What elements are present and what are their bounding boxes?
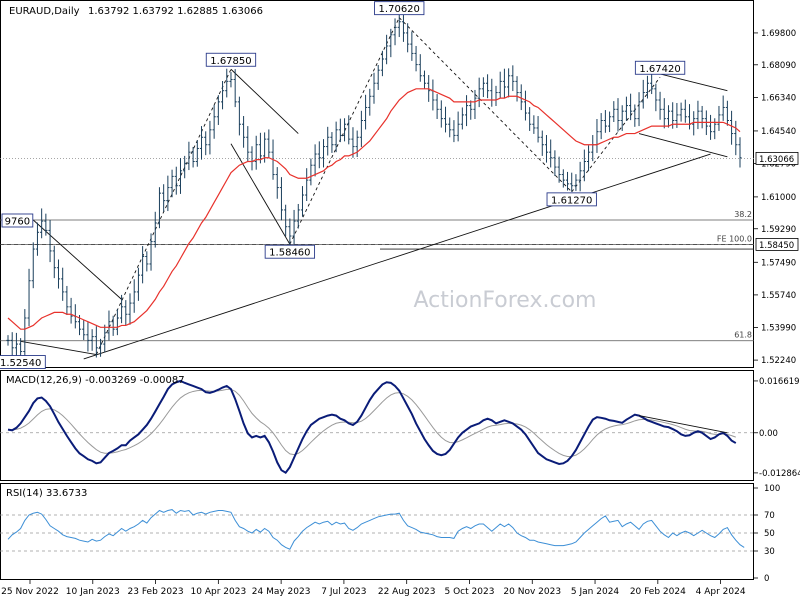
price-tick-label: 1.52240	[761, 356, 796, 366]
price-tick-label: 1.64540	[761, 127, 796, 137]
price-tick-label: 1.68090	[761, 61, 796, 71]
symbol-label: EURAUD,Daily	[9, 6, 80, 17]
falling-channel-upper	[32, 219, 122, 300]
price-tick-label: 1.66340	[761, 93, 796, 103]
watermark: ActionForex.com	[414, 288, 597, 313]
macd-line	[7, 379, 737, 475]
pivot-label-box	[546, 192, 597, 207]
left-level-label-box	[1, 213, 34, 228]
price-tick-label: 1.53990	[761, 324, 796, 334]
macd-tick-label: -0.012864	[759, 469, 800, 479]
macd-title: MACD(12,26,9) -0.003269 -0.00087	[6, 375, 185, 386]
rsi-tick-label: 50	[764, 529, 775, 539]
macd-tick-label: 0.016619	[759, 377, 800, 387]
fall-dashed	[398, 17, 573, 193]
pivot-label: 1.67850	[210, 56, 251, 67]
moving-average	[7, 88, 741, 330]
price-y-axis: 1.698001.680901.663401.645401.627901.610…	[754, 29, 799, 366]
price-panel-frame	[0, 0, 754, 368]
pivot-labels: 1.52540 1.67850 1.58460 1.70620 1.61270 1.674…	[0, 1, 686, 369]
rise-dashed-1	[95, 69, 232, 355]
pivot-label: 1.52540	[0, 358, 41, 369]
macd-signal-line	[7, 388, 736, 457]
macd-series	[0, 379, 754, 475]
trendlines	[20, 17, 728, 360]
current-price-badge-box	[755, 151, 799, 165]
price-tick-label: 1.59290	[761, 225, 796, 235]
triangle-upper	[659, 73, 728, 92]
macd-panel-frame	[0, 370, 754, 481]
pivot-label: 1.61270	[551, 195, 592, 206]
falling-channel-2-upper	[230, 68, 299, 134]
rsi-tick-label: 30	[764, 547, 775, 557]
ohlc-values: 1.63792 1.63792 1.62885 1.63066	[88, 6, 263, 17]
rsi-line	[7, 509, 745, 550]
x-tick-label: 10 Jan 2023	[66, 587, 120, 597]
price-tick-label: 1.61000	[761, 193, 796, 203]
x-tick-label: 23 Feb 2023	[128, 587, 184, 597]
x-tick-label: 4 Apr 2024	[696, 587, 746, 597]
horizontal-levels: 38.2 FE 100.0 61.8	[0, 157, 754, 342]
pivot-label: 1.70620	[379, 4, 420, 15]
triangle-lower	[638, 133, 728, 158]
x-tick-label: 24 May 2023	[252, 587, 311, 597]
level-badge: 1.58450	[759, 241, 794, 251]
pivot-label-box	[205, 52, 257, 67]
pivot-label-box	[0, 355, 46, 369]
x-tick-label: 25 Nov 2022	[1, 587, 59, 597]
macd-y-axis: 0.016619 0.00 -0.012864	[754, 377, 800, 479]
rsi-tick-label: 0	[764, 574, 769, 584]
level-label: 38.2	[734, 210, 752, 219]
left-level-label: 9760	[5, 216, 30, 227]
rsi-y-axis: 100 70 50 30 0	[754, 484, 780, 584]
falling-channel-2-lower	[230, 143, 291, 245]
falling-channel-lower	[20, 340, 97, 355]
price-tick-label: 1.69800	[761, 29, 796, 39]
x-tick-label: 20 Feb 2024	[630, 587, 686, 597]
price-bars	[6, 9, 742, 362]
current-price-badge: 1.63066	[759, 155, 794, 165]
x-tick-label: 7 Jul 2023	[321, 587, 366, 597]
pivot-label: 1.67420	[639, 64, 680, 75]
pivot-label: 1.58460	[269, 248, 310, 259]
rsi-tick-label: 70	[764, 511, 775, 521]
level-label: FE 100.0	[717, 234, 752, 243]
x-tick-label: 5 Jan 2024	[571, 587, 619, 597]
rsi-tick-label: 100	[764, 484, 780, 494]
x-tick-label: 5 Oct 2023	[445, 587, 495, 597]
x-tick-label: 20 Nov 2023	[503, 587, 561, 597]
rsi-series	[0, 509, 754, 552]
pivot-label-box	[374, 1, 425, 16]
pivot-label-box	[634, 60, 686, 75]
macd-tick-label: 0.00	[759, 429, 778, 439]
long-rising-trendline	[83, 153, 711, 360]
x-axis: 25 Nov 2022 10 Jan 2023 23 Feb 2023 10 Apr …	[1, 580, 746, 597]
macd-trendline	[638, 415, 728, 434]
x-tick-label: 10 Apr 2023	[191, 587, 247, 597]
level-label: 61.8	[734, 331, 752, 340]
price-tick-label: 1.57490	[761, 258, 796, 268]
x-tick-label: 22 Aug 2023	[378, 587, 436, 597]
price-tick-label: 1.55740	[761, 291, 796, 301]
level-badge-box	[755, 238, 799, 251]
rsi-panel-frame	[0, 483, 754, 580]
rise-dashed-3	[571, 76, 661, 193]
ma-line	[7, 88, 741, 330]
rsi-title: RSI(14) 33.6733	[6, 488, 87, 499]
pivot-label-box	[264, 244, 316, 259]
